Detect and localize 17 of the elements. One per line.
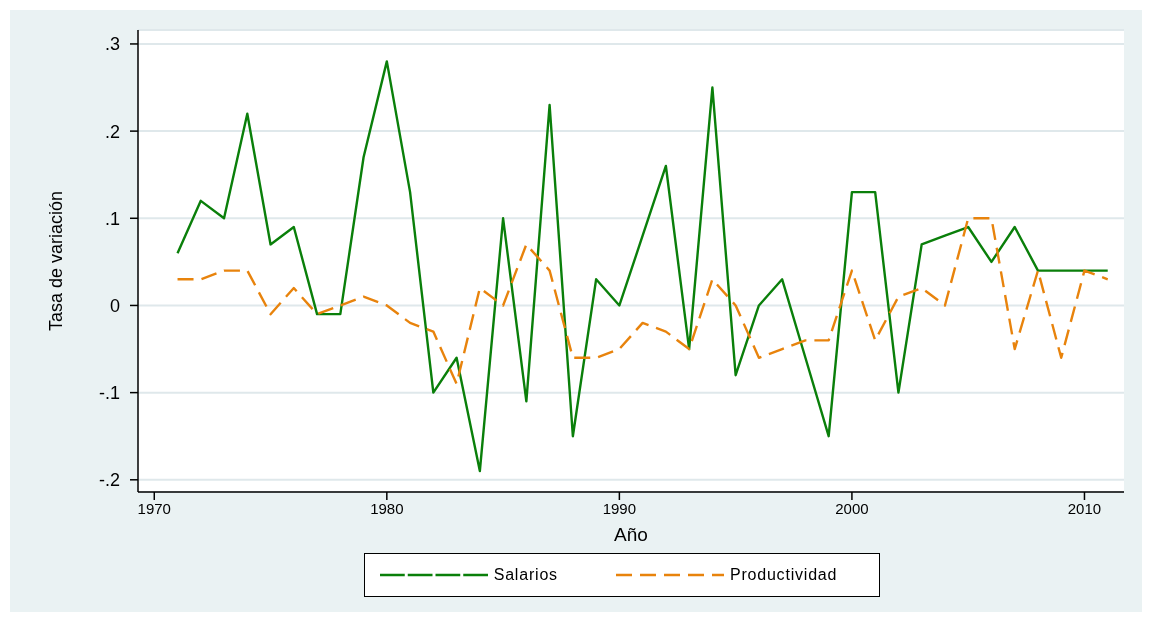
y-tick-label: -.2	[98, 470, 120, 491]
y-tick-label: .1	[104, 208, 120, 229]
line-series	[176, 60, 1109, 473]
legend-label: Productividad	[729, 566, 838, 584]
legend-label: Salarios	[493, 566, 558, 584]
x-axis-title: Año	[614, 524, 648, 545]
y-tick-label: 0	[109, 295, 120, 316]
x-tick-label: 1970	[137, 499, 171, 517]
x-tick-label: 2000	[835, 499, 869, 517]
x-tick-label: 1980	[370, 499, 404, 517]
y-tick-label: .3	[104, 34, 120, 55]
x-tick-label: 1990	[602, 499, 637, 517]
y-tick-label: -.1	[98, 383, 120, 404]
x-tick-label: 2010	[1067, 499, 1102, 517]
y-tick-label: .2	[104, 121, 120, 142]
line-series	[176, 217, 1109, 386]
y-axis-title: Tasa de variación	[46, 190, 66, 332]
